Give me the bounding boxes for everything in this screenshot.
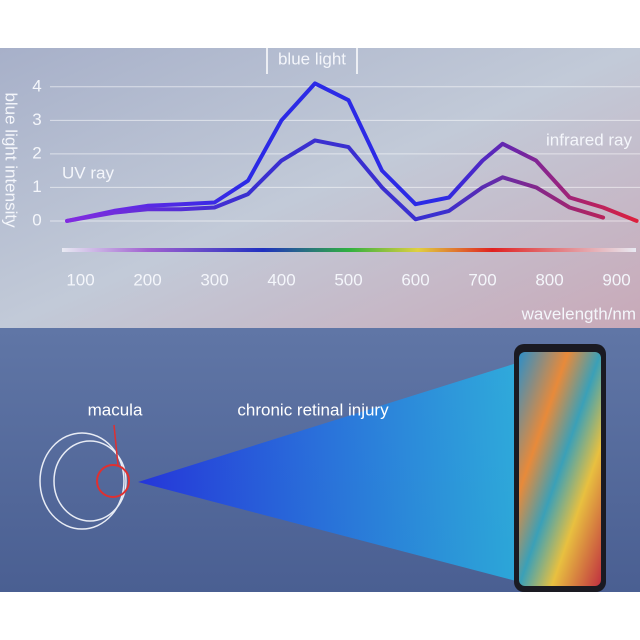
y-tick-label: 2 [32,143,41,162]
series-line [65,138,606,223]
macula-marker [96,464,130,498]
x-tick-label: 500 [334,270,362,289]
eye-outer [39,432,125,530]
x-tick-label: 400 [267,270,295,289]
x-tick-label: 600 [401,270,429,289]
macula-pointer [113,424,119,466]
x-tick-label: 100 [66,270,94,289]
y-tick-label: 4 [32,76,41,95]
y-axis-label: blue light intensity [2,92,21,228]
y-tick-label: 0 [32,210,41,229]
annotation: infrared ray [546,130,632,149]
x-tick-label: 200 [133,270,161,289]
x-tick-label: 800 [535,270,563,289]
x-axis-label: wavelength/nm [521,304,636,323]
y-tick-label: 1 [32,177,41,196]
series-line [65,81,639,223]
eye-inner [53,440,127,522]
spectrum-bar [62,248,636,252]
x-tick-label: 300 [200,270,228,289]
y-tick-label: 3 [32,110,41,129]
x-tick-label: 900 [602,270,630,289]
annotation: UV ray [62,163,114,182]
x-tick-label: 700 [468,270,496,289]
phone-screen [519,352,601,586]
light-cone [138,362,520,582]
annotation: blue light [278,49,346,68]
diagram-label: chronic retinal injury [237,400,389,419]
diagram-label: macula [88,400,143,419]
